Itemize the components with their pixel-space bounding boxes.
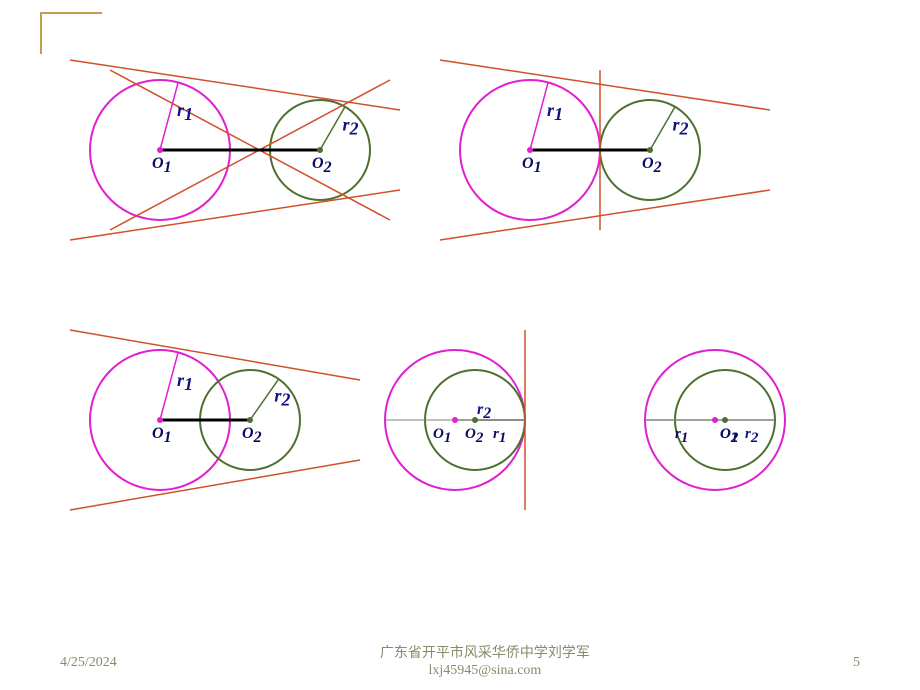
svg-text:r1: r1 [493,426,506,446]
footer-author: 广东省开平市风采华侨中学刘学军 [380,646,590,663]
svg-text:r2: r2 [745,426,759,446]
svg-text:O1: O1 [522,155,542,176]
svg-text:r1: r1 [675,426,688,446]
footer-center: 广东省开平市风采华侨中学刘学军 lxj45945@sina.com [380,646,590,680]
frame-corner-h [40,12,102,14]
svg-text:O1: O1 [152,155,172,176]
footer: 4/25/2024 广东省开平市风采华侨中学刘学军 lxj45945@sina.… [0,646,920,680]
svg-text:O2: O2 [312,155,332,176]
svg-text:O2: O2 [242,425,262,446]
footer-page: 5 [853,655,860,671]
slide-content: r1r2O1O2r1r2O1O2r1r2O1O2O1O2r2r1r1O2O1r2 [60,40,860,600]
frame-corner-v [40,12,42,54]
svg-text:r1: r1 [547,100,563,124]
svg-text:r1: r1 [177,370,193,394]
diagrams-svg: r1r2O1O2r1r2O1O2r1r2O1O2O1O2r2r1r1O2O1r2 [60,40,860,600]
svg-text:r2: r2 [343,114,359,138]
svg-text:O2: O2 [465,426,484,446]
svg-text:O1: O1 [152,425,172,446]
svg-text:r2: r2 [477,401,491,422]
svg-text:r2: r2 [673,114,689,138]
svg-text:r1: r1 [177,100,193,124]
svg-text:r2: r2 [274,386,290,410]
svg-text:O1: O1 [433,426,451,446]
svg-text:O1: O1 [720,426,738,446]
footer-email: lxj45945@sina.com [380,663,590,680]
footer-date: 4/25/2024 [60,655,117,671]
svg-text:O2: O2 [642,155,662,176]
